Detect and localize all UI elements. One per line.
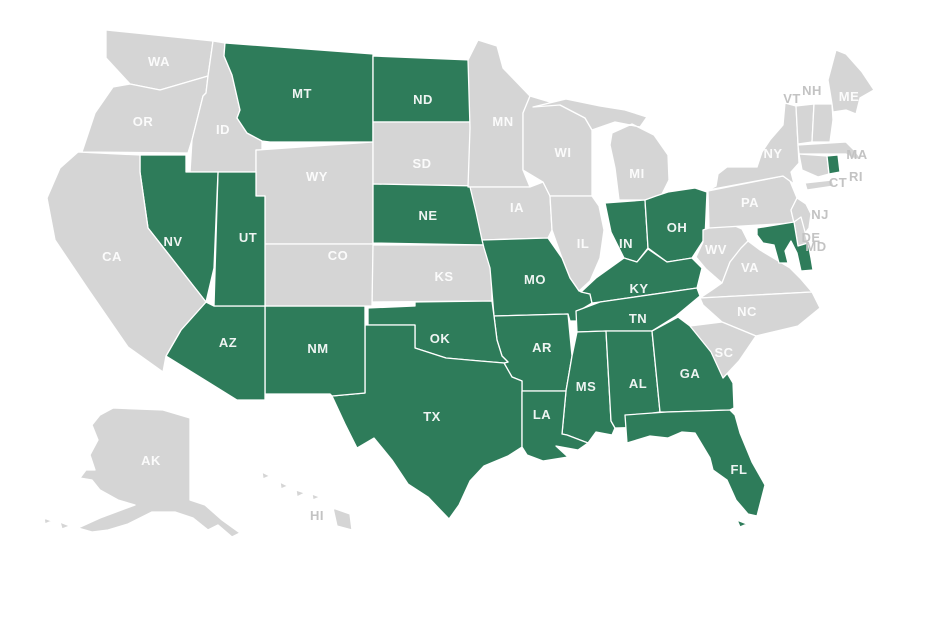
state-co[interactable] (264, 243, 374, 307)
state-vt[interactable] (795, 103, 815, 145)
state-nh[interactable] (811, 103, 834, 143)
state-mn[interactable] (467, 39, 531, 188)
states-layer (43, 29, 875, 538)
state-label-ri: RI (849, 169, 863, 184)
state-ri[interactable] (826, 154, 841, 175)
state-mt[interactable] (223, 42, 374, 143)
state-mi[interactable] (532, 98, 670, 201)
state-sd[interactable] (372, 121, 478, 187)
state-tx[interactable] (331, 324, 523, 520)
state-md[interactable] (756, 221, 814, 272)
state-ky[interactable] (580, 248, 703, 304)
state-sc[interactable] (689, 321, 757, 379)
state-ct[interactable] (798, 153, 830, 178)
state-me[interactable] (827, 49, 875, 115)
state-ut[interactable] (213, 171, 266, 307)
state-hi[interactable] (261, 471, 353, 531)
state-la[interactable] (521, 390, 589, 462)
state-or[interactable] (81, 75, 209, 154)
state-ny[interactable] (707, 102, 835, 191)
state-ca[interactable] (46, 151, 207, 373)
state-in[interactable] (604, 199, 649, 263)
state-label-hi: HI (310, 508, 324, 523)
state-nd[interactable] (372, 55, 474, 123)
state-ne[interactable] (372, 183, 487, 246)
state-nm[interactable] (264, 305, 366, 397)
state-label-nh: NH (802, 83, 822, 98)
state-il[interactable] (549, 195, 605, 292)
state-oh[interactable] (644, 187, 708, 263)
state-label-nj: NJ (811, 207, 829, 222)
state-ia[interactable] (469, 181, 553, 241)
state-ks[interactable] (371, 244, 493, 303)
state-wy[interactable] (255, 141, 374, 245)
state-fl[interactable] (624, 409, 766, 528)
state-ak[interactable] (43, 407, 241, 538)
